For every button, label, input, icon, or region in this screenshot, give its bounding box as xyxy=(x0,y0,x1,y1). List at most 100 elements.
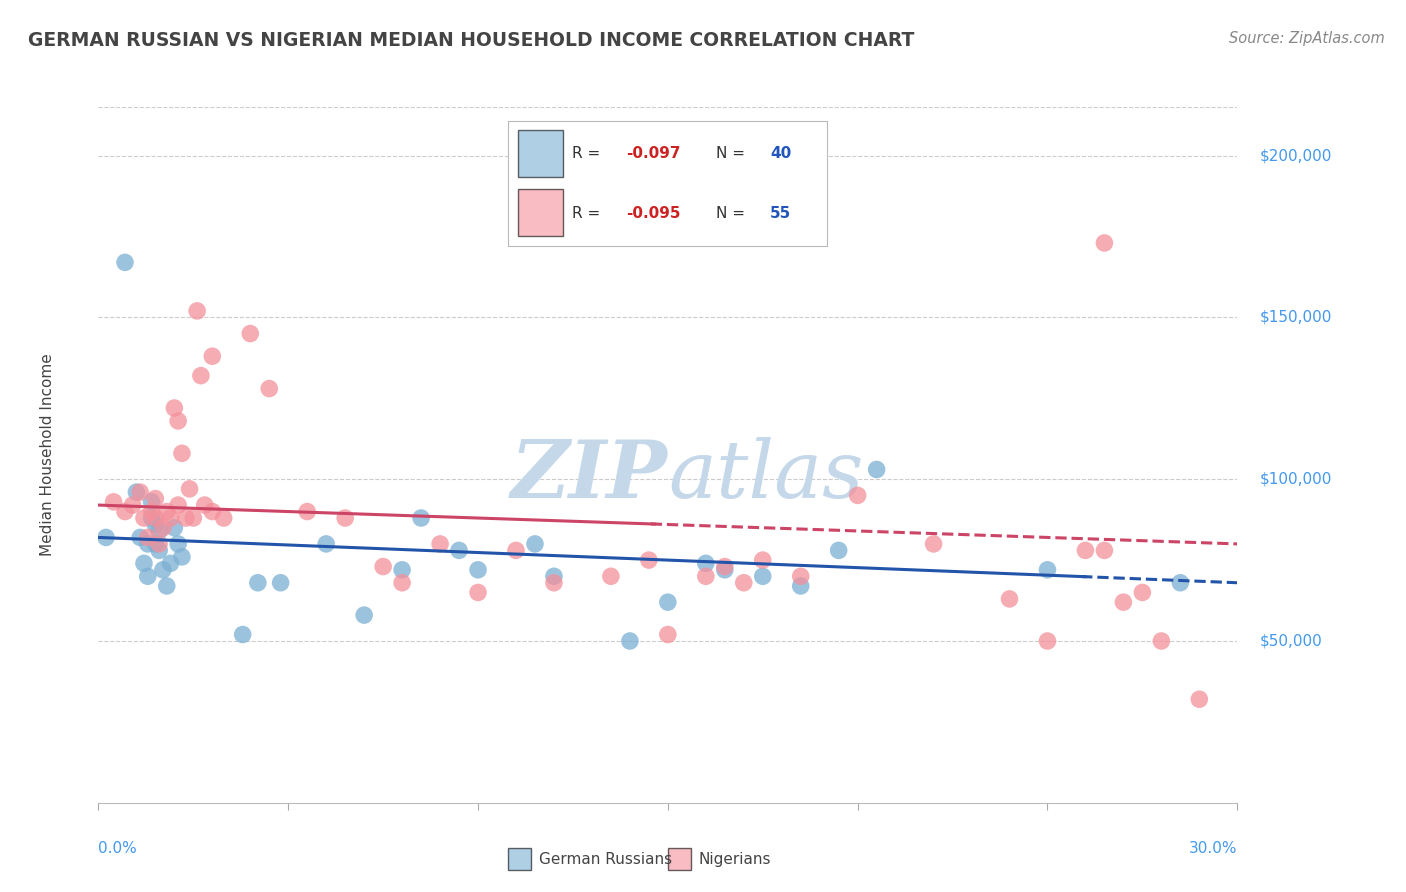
Point xyxy=(194,498,217,512)
Point xyxy=(467,563,489,577)
Point xyxy=(524,537,547,551)
Point xyxy=(1094,235,1116,250)
Point xyxy=(174,511,197,525)
Point xyxy=(429,537,451,551)
Point xyxy=(1188,692,1211,706)
Point xyxy=(411,511,433,525)
Point xyxy=(232,627,254,641)
Point xyxy=(657,595,679,609)
Point xyxy=(159,557,181,571)
Text: Nigerians: Nigerians xyxy=(699,852,770,867)
Point xyxy=(259,382,281,396)
Point xyxy=(828,543,851,558)
Point xyxy=(136,569,159,583)
Point xyxy=(714,559,737,574)
Point xyxy=(148,537,170,551)
Point xyxy=(145,491,167,506)
Point xyxy=(1150,634,1173,648)
Point xyxy=(998,591,1021,606)
Point xyxy=(212,511,235,525)
Point xyxy=(167,414,190,428)
Point xyxy=(335,511,357,525)
Point xyxy=(145,511,167,525)
Text: 30.0%: 30.0% xyxy=(1189,841,1237,856)
Point xyxy=(163,401,186,415)
Point xyxy=(1170,575,1192,590)
Point xyxy=(129,485,152,500)
Point xyxy=(846,488,869,502)
Point xyxy=(125,485,148,500)
Point xyxy=(152,521,174,535)
Point xyxy=(201,504,224,518)
Text: GERMAN RUSSIAN VS NIGERIAN MEDIAN HOUSEHOLD INCOME CORRELATION CHART: GERMAN RUSSIAN VS NIGERIAN MEDIAN HOUSEH… xyxy=(28,31,914,50)
Point xyxy=(449,543,471,558)
Point xyxy=(695,557,717,571)
Point xyxy=(695,569,717,583)
Point xyxy=(297,504,319,518)
Point xyxy=(270,575,292,590)
Point xyxy=(866,462,889,476)
Point xyxy=(156,504,179,518)
Point xyxy=(132,511,155,525)
Point xyxy=(170,446,193,460)
Point xyxy=(733,575,755,590)
Point xyxy=(1036,563,1059,577)
Point xyxy=(1074,543,1097,558)
Point xyxy=(145,537,167,551)
Point xyxy=(1094,543,1116,558)
Point xyxy=(103,495,125,509)
Point xyxy=(1036,634,1059,648)
Point xyxy=(246,575,269,590)
Point xyxy=(148,543,170,558)
Point xyxy=(136,531,159,545)
FancyBboxPatch shape xyxy=(668,848,690,871)
Point xyxy=(183,511,205,525)
Point xyxy=(136,537,159,551)
Text: ZIP: ZIP xyxy=(510,437,668,515)
Text: Median Household Income: Median Household Income xyxy=(39,353,55,557)
Point xyxy=(638,553,661,567)
Point xyxy=(371,559,394,574)
Point xyxy=(159,511,181,525)
Point xyxy=(190,368,212,383)
Point xyxy=(353,608,375,623)
Text: Source: ZipAtlas.com: Source: ZipAtlas.com xyxy=(1229,31,1385,46)
Point xyxy=(239,326,262,341)
Point xyxy=(114,504,136,518)
Point xyxy=(163,521,186,535)
Point xyxy=(94,531,117,545)
FancyBboxPatch shape xyxy=(509,848,531,871)
Point xyxy=(167,498,190,512)
Point xyxy=(315,537,337,551)
Point xyxy=(145,517,167,532)
Point xyxy=(1112,595,1135,609)
Point xyxy=(141,495,163,509)
Point xyxy=(505,543,527,558)
Text: $100,000: $100,000 xyxy=(1260,472,1333,487)
Point xyxy=(790,569,813,583)
Point xyxy=(543,569,565,583)
Text: $200,000: $200,000 xyxy=(1260,148,1333,163)
Point xyxy=(922,537,945,551)
Point xyxy=(714,563,737,577)
Point xyxy=(752,569,775,583)
Point xyxy=(114,255,136,269)
Text: $50,000: $50,000 xyxy=(1260,633,1323,648)
Point xyxy=(186,304,208,318)
Point xyxy=(619,634,641,648)
Point xyxy=(752,553,775,567)
Point xyxy=(129,531,152,545)
Text: $150,000: $150,000 xyxy=(1260,310,1333,325)
Point xyxy=(1132,585,1154,599)
Text: atlas: atlas xyxy=(668,437,863,515)
Point xyxy=(600,569,623,583)
Point xyxy=(467,585,489,599)
Point xyxy=(391,563,413,577)
Point xyxy=(170,549,193,564)
Point xyxy=(543,575,565,590)
Point xyxy=(132,557,155,571)
Text: German Russians: German Russians xyxy=(538,852,672,867)
Point xyxy=(121,498,143,512)
Point xyxy=(391,575,413,590)
Point xyxy=(179,482,201,496)
